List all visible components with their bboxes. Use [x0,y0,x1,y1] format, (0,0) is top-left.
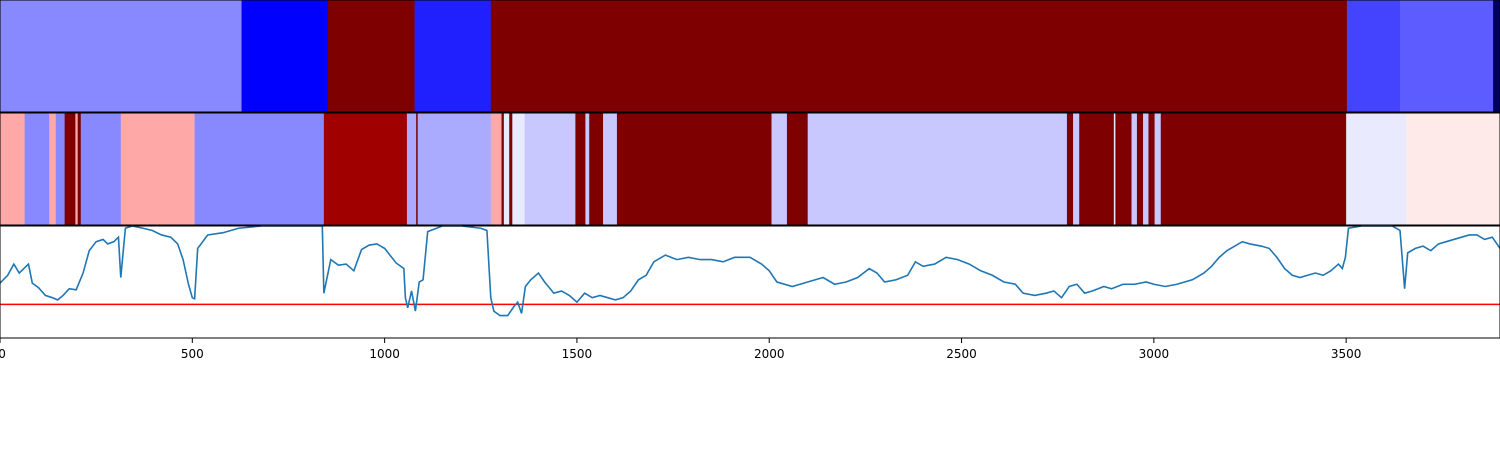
middle-band-segment [75,113,78,225]
middle-band-segment [603,113,618,225]
middle-band-segment [0,113,25,225]
x-tick-label: 1000 [369,347,400,361]
middle-band-segment [120,113,195,225]
top-band-segment [414,0,492,112]
middle-band-segment [501,113,505,225]
middle-band-segment [55,113,65,225]
middle-band-segment [417,113,492,225]
middle-band-segment [771,113,788,225]
middle-band-segment [323,113,408,225]
top-band-segment [490,0,1348,112]
middle-band-segment [24,113,50,225]
middle-band-segment [1079,113,1115,225]
middle-band-segment [49,113,57,225]
middle-band-segment [490,113,502,225]
top-heatmap-band [0,0,1500,112]
x-tick-label: 3500 [1331,347,1362,361]
x-tick-label: 0 [0,347,6,361]
middle-band-segment [1136,113,1144,225]
top-band-frame [0,0,1500,113]
middle-band-segment [786,113,808,225]
series-line [0,225,1500,317]
middle-band-segment [1066,113,1074,225]
middle-heatmap-band [0,113,1500,225]
middle-band-segment [1148,113,1155,225]
line-plot-background [0,226,1500,338]
middle-band-segment [1131,113,1138,225]
top-band-segment [1346,0,1401,112]
line-plot-frame [0,225,1500,339]
top-band-segment [1493,0,1500,112]
top-band-segment [0,0,242,112]
x-axis: 0 500 1000 1500 2000 2500 3000 3500 [0,338,1361,361]
middle-band-segment [194,113,325,225]
middle-band-segment [406,113,417,225]
middle-band-segment [575,113,586,225]
x-tick-label: 3000 [1139,347,1170,361]
middle-band-segment [1346,113,1407,225]
top-band-segment [241,0,328,112]
x-tick-label: 2000 [754,347,785,361]
middle-band-segment [589,113,604,225]
middle-band-segment [64,113,76,225]
middle-band-segment [524,113,576,225]
x-tick-label: 500 [181,347,204,361]
middle-band-segment [416,113,418,225]
middle-band-segment [509,113,513,225]
middle-band-segment [1154,113,1162,225]
middle-band-segment [1160,113,1347,225]
middle-band-segment [1406,113,1500,225]
line-plot [0,225,1500,339]
x-tick-label: 1500 [562,347,593,361]
middle-band-segment [77,113,82,225]
middle-band-segment [503,113,510,225]
middle-band-segment [1113,113,1116,225]
middle-band-segment [807,113,1068,225]
x-tick-label: 2500 [946,347,977,361]
middle-band-segment [616,113,772,225]
top-band-segment [1400,0,1494,112]
middle-band-segment [512,113,525,225]
middle-band-segment [80,113,122,225]
middle-band-segment [1073,113,1080,225]
middle-band-segment [1115,113,1132,225]
middle-band-frame [0,112,1500,226]
middle-band-segment [1143,113,1149,225]
top-band-segment [327,0,415,112]
middle-band-segment [585,113,590,225]
